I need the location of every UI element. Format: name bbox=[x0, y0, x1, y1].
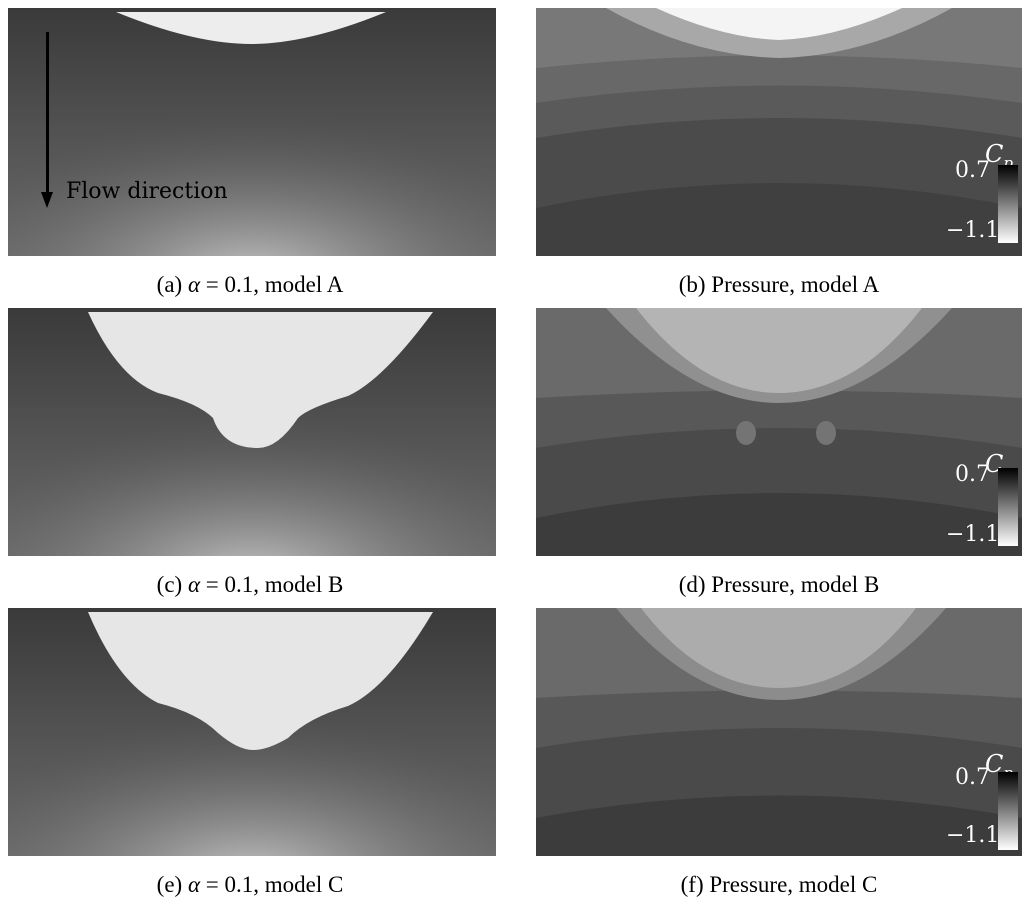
colorbar-b bbox=[998, 165, 1018, 243]
colorbar-title-b: Cp bbox=[985, 140, 1013, 172]
caption-a: (a) α = 0.1, model A bbox=[156, 272, 344, 297]
panel-a-volume-fraction bbox=[8, 8, 496, 256]
flow-direction-label: Flow direction bbox=[66, 179, 228, 204]
caption-b: (b) Pressure, model A bbox=[678, 272, 880, 297]
panel-c-volume-fraction bbox=[8, 308, 496, 556]
flow-arrow-head bbox=[41, 192, 53, 208]
caption-f: (f) Pressure, model C bbox=[680, 872, 878, 897]
colorbar-max-f: 0.7 bbox=[955, 765, 990, 790]
colorbar-d bbox=[998, 468, 1018, 546]
caption-e: (e) α = 0.1, model C bbox=[156, 872, 344, 897]
panel-d-pressure bbox=[536, 308, 1022, 556]
colorbar-max-b: 0.7 bbox=[955, 158, 990, 183]
colorbar-min-d: −1.1 bbox=[946, 522, 1000, 547]
cavity-shape bbox=[88, 612, 433, 750]
panel-b-pressure bbox=[536, 8, 1022, 256]
flow-arrow bbox=[46, 32, 49, 194]
panel-f-pressure bbox=[536, 608, 1022, 856]
panel-e-volume-fraction bbox=[8, 608, 496, 856]
caption-c: (c) α = 0.1, model B bbox=[156, 572, 344, 597]
colorbar-max-d: 0.7 bbox=[955, 462, 990, 487]
colorbar-min-b: −1.1 bbox=[946, 218, 1000, 243]
caption-d: (d) Pressure, model B bbox=[678, 572, 880, 597]
colorbar-min-f: −1.1 bbox=[946, 823, 1000, 848]
cavity-shape bbox=[88, 312, 433, 448]
cavity-shape bbox=[116, 12, 386, 44]
colorbar-f bbox=[998, 772, 1018, 850]
